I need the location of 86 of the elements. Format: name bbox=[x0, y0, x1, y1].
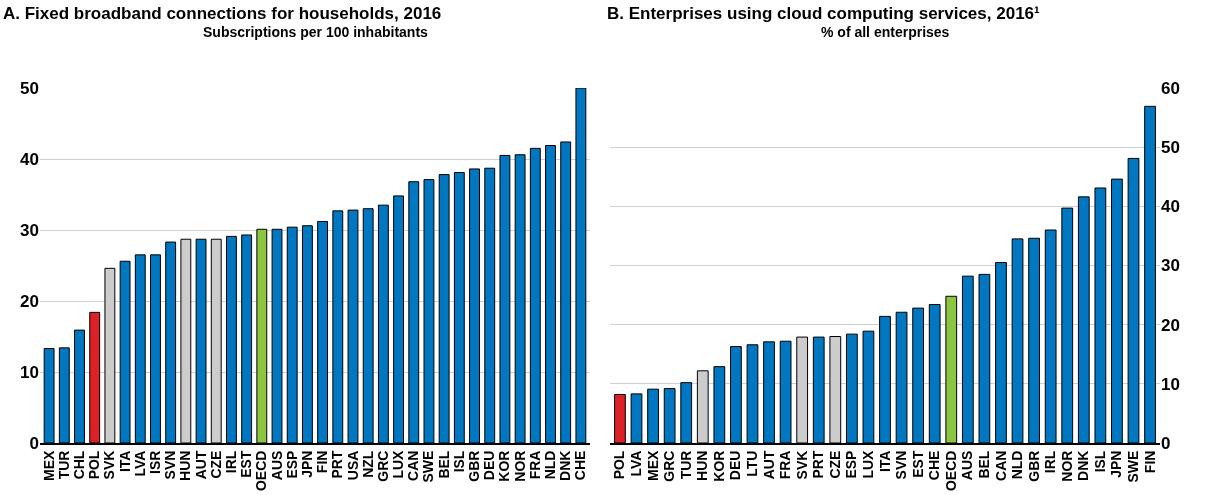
x-tick-label: POL bbox=[86, 450, 103, 480]
x-tick-label: KOR bbox=[710, 450, 727, 482]
x-tick-label: OECD bbox=[942, 450, 959, 492]
x-tick-label: NOR bbox=[511, 450, 528, 482]
x-tick-label: LTU bbox=[744, 450, 761, 477]
x-tick-label: DNK bbox=[1075, 450, 1092, 481]
x-tick-label: TUR bbox=[55, 450, 72, 480]
x-tick-label: ITA bbox=[116, 450, 133, 473]
x-tick-label: SVK bbox=[793, 450, 810, 480]
x-tick-label: NLD bbox=[1009, 450, 1026, 480]
x-tick-label: BEL bbox=[435, 450, 452, 479]
x-tick-label: FIN bbox=[1141, 450, 1158, 474]
y-tick-label: 30 bbox=[1161, 256, 1180, 276]
x-tick-label: LUX bbox=[859, 449, 876, 479]
x-tick-label: BEL bbox=[975, 450, 992, 479]
y-tick-label: 60 bbox=[1161, 78, 1180, 98]
x-tick-label: DEU bbox=[727, 450, 744, 481]
x-tick-label: LVA bbox=[131, 450, 148, 477]
x-tick-label: CHE bbox=[572, 450, 589, 481]
chart-subtitle: Subscriptions per 100 inhabitants bbox=[203, 24, 429, 40]
y-tick-label: 20 bbox=[1161, 315, 1180, 335]
x-tick-label: ESP bbox=[843, 450, 860, 479]
x-tick-label: AUS bbox=[959, 450, 976, 481]
x-tick-label: CAN bbox=[992, 450, 1009, 481]
x-tick-label: SVN bbox=[162, 450, 179, 480]
x-tick-label: DNK bbox=[557, 450, 574, 481]
y-tick-label: 40 bbox=[20, 149, 39, 169]
y-tick-label: 50 bbox=[1161, 138, 1180, 158]
chart-title: B. Enterprises using cloud computing services, 2016¹ bbox=[607, 4, 1041, 24]
x-tick-label: AUT bbox=[192, 450, 209, 480]
x-tick-label: POL bbox=[611, 450, 628, 480]
x-tick-label: GBR bbox=[1025, 450, 1042, 482]
y-tick-label: 10 bbox=[20, 362, 39, 382]
x-tick-label: GRC bbox=[374, 450, 391, 482]
x-tick-label: MEX bbox=[40, 449, 57, 481]
x-tick-label: LUX bbox=[390, 449, 407, 479]
chart-subtitle: % of all enterprises bbox=[821, 24, 950, 40]
x-tick-label: CHE bbox=[926, 450, 943, 481]
x-tick-label: KOR bbox=[496, 450, 513, 482]
x-tick-label: DEU bbox=[481, 450, 498, 481]
x-tick-label: HUN bbox=[694, 450, 711, 481]
x-tick-label: FRA bbox=[526, 450, 543, 480]
x-tick-label: FIN bbox=[314, 450, 331, 474]
x-tick-label: NZL bbox=[359, 450, 376, 478]
x-tick-label: OECD bbox=[253, 450, 270, 492]
x-tick-label: EST bbox=[238, 450, 255, 478]
y-tick-label: 50 bbox=[20, 78, 39, 98]
x-tick-label: SWE bbox=[1125, 450, 1142, 483]
y-tick-label: 0 bbox=[1161, 433, 1171, 453]
x-tick-label: NOR bbox=[1058, 450, 1075, 482]
x-tick-label: IRL bbox=[1042, 450, 1059, 474]
x-tick-label: USA bbox=[344, 450, 361, 481]
x-tick-label: SVN bbox=[893, 450, 910, 480]
x-tick-label: CZE bbox=[207, 450, 224, 479]
y-tick-label: 30 bbox=[20, 220, 39, 240]
x-tick-label: CHL bbox=[71, 450, 88, 480]
x-tick-label: GRC bbox=[661, 450, 678, 482]
x-tick-label: NLD bbox=[542, 450, 559, 480]
x-tick-label: HUN bbox=[177, 450, 194, 481]
x-tick-label: GBR bbox=[466, 450, 483, 482]
x-tick-label: ESP bbox=[283, 450, 300, 479]
y-tick-label: 20 bbox=[20, 291, 39, 311]
x-tick-label: EST bbox=[909, 450, 926, 478]
x-tick-label: PRT bbox=[810, 450, 827, 479]
x-tick-label: MEX bbox=[644, 449, 661, 481]
x-tick-label: PRT bbox=[329, 450, 346, 479]
x-tick-label: SVK bbox=[101, 450, 118, 480]
x-tick-label: LVA bbox=[628, 450, 645, 477]
x-tick-label: CAN bbox=[405, 450, 422, 481]
x-tick-label: IRL bbox=[222, 450, 239, 474]
y-tick-label: 0 bbox=[29, 433, 39, 453]
x-tick-label: ITA bbox=[876, 450, 893, 473]
x-tick-label: JPN bbox=[1108, 450, 1125, 478]
x-tick-label: TUR bbox=[677, 450, 694, 480]
y-tick-label: 10 bbox=[1161, 374, 1180, 394]
x-tick-label: AUS bbox=[268, 450, 285, 481]
x-tick-label: CZE bbox=[826, 450, 843, 479]
x-tick-label: JPN bbox=[298, 450, 315, 478]
x-tick-label: FRA bbox=[777, 450, 794, 480]
x-tick-label: AUT bbox=[760, 450, 777, 480]
x-tick-label: ISL bbox=[1091, 450, 1108, 473]
x-tick-label: ISL bbox=[450, 450, 467, 473]
chart-title: A. Fixed broadband connections for households, 2016 bbox=[3, 4, 442, 24]
y-tick-label: 40 bbox=[1161, 197, 1180, 217]
x-tick-label: ISR bbox=[147, 450, 164, 474]
x-tick-label: SWE bbox=[420, 450, 437, 483]
